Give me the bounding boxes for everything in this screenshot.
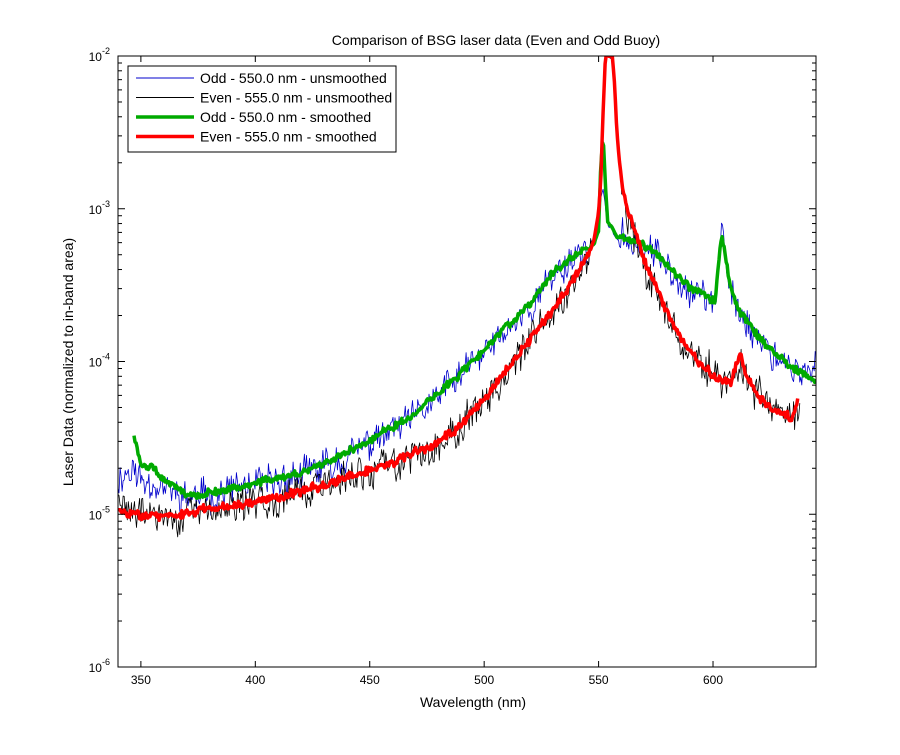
- chart-title: Comparison of BSG laser data (Even and O…: [332, 32, 660, 48]
- x-axis-label: Wavelength (nm): [420, 694, 526, 710]
- legend-entry: Odd - 550.0 nm - smoothed: [200, 109, 371, 125]
- x-tick-label: 400: [245, 673, 265, 687]
- x-axis: 350 400 450 500 550 600: [131, 56, 723, 687]
- x-tick-label: 550: [589, 673, 609, 687]
- x-tick-label: 600: [703, 673, 723, 687]
- series-line-3: [132, 141, 816, 501]
- y-axis-label: Laser Data (normalized to in-band area): [60, 238, 76, 486]
- series-layer: [118, 56, 816, 538]
- y-tick-label: 10-5: [89, 504, 110, 522]
- series-line-4: [118, 56, 800, 523]
- legend: Odd - 550.0 nm - unsmoothed Even - 555.0 …: [127, 65, 397, 153]
- legend-entry: Even - 555.0 nm - unsmoothed: [200, 90, 392, 106]
- x-tick-label: 450: [360, 673, 380, 687]
- y-tick-label: 10-3: [89, 199, 110, 217]
- y-tick-label: 10-4: [89, 352, 110, 370]
- y-tick-label: 10-6: [89, 657, 110, 675]
- series-line-2: [118, 56, 801, 538]
- x-tick-label: 500: [474, 673, 494, 687]
- y-tick-label: 10-2: [89, 46, 110, 64]
- legend-entry: Even - 555.0 nm - smoothed: [200, 129, 377, 145]
- y-axis: 10-6 10-5 10-4 10-3 10-2: [89, 46, 816, 675]
- legend-entry: Odd - 550.0 nm - unsmoothed: [200, 70, 387, 86]
- x-tick-label: 350: [131, 673, 151, 687]
